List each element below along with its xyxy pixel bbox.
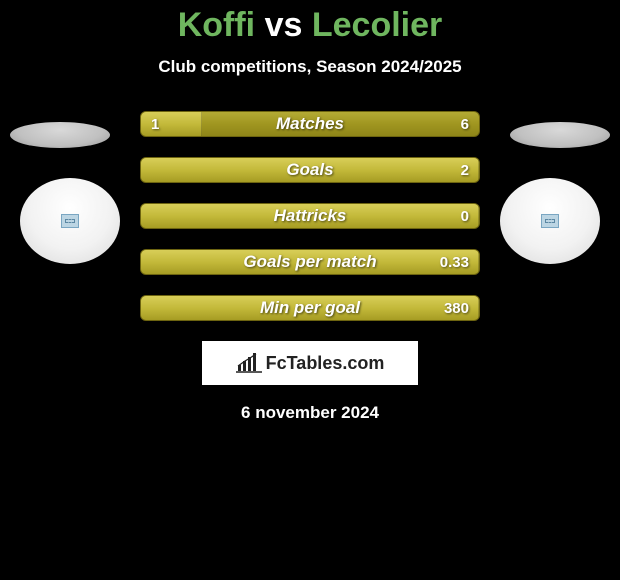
stats-chart: 16Matches2Goals0Hattricks0.33Goals per m… [0,111,620,423]
title-player1: Koffi [178,6,255,44]
title-vs: vs [265,6,303,44]
stat-bar-fill [141,158,479,182]
title-player2: Lecolier [312,6,442,44]
stat-bar-fill [141,204,479,228]
stat-value-right: 0.33 [440,250,469,274]
date: 6 november 2024 [0,403,620,423]
subtitle: Club competitions, Season 2024/2025 [0,57,620,77]
stat-bar-fill [141,250,479,274]
logo-bar: FcTables.com [202,341,418,385]
stat-value-right: 380 [444,296,469,320]
stat-value-right: 0 [461,204,469,228]
stat-bar: 380Min per goal [140,295,480,321]
stat-bar: 0.33Goals per match [140,249,480,275]
stat-value-right: 6 [461,112,469,136]
stat-bar: 2Goals [140,157,480,183]
stat-bar: 0Hattricks [140,203,480,229]
stat-value-left: 1 [151,112,159,136]
page-title: Koffi vs Lecolier [0,0,620,45]
logo-text: FcTables.com [266,353,385,374]
stat-bar-fill [141,296,479,320]
stat-bar: 16Matches [140,111,480,137]
bars-chart-icon [236,353,262,373]
stat-value-right: 2 [461,158,469,182]
